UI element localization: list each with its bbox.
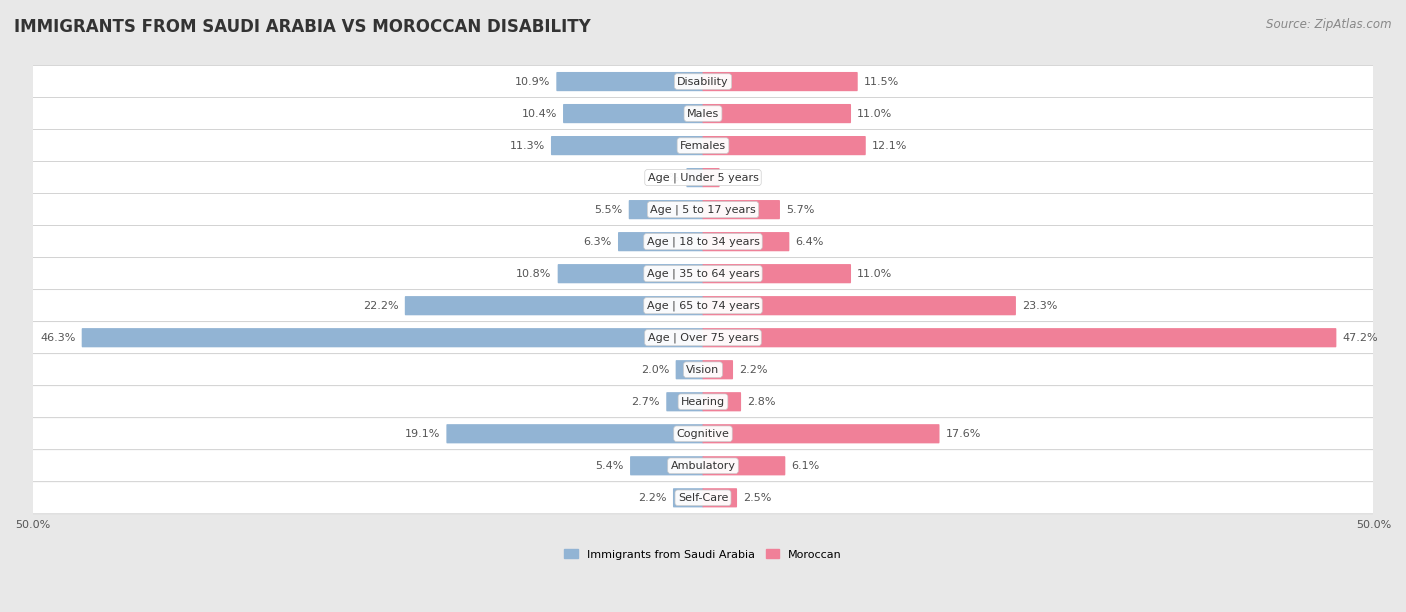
FancyBboxPatch shape xyxy=(703,264,851,283)
Text: 19.1%: 19.1% xyxy=(405,429,440,439)
Text: 23.3%: 23.3% xyxy=(1022,300,1057,311)
Text: Ambulatory: Ambulatory xyxy=(671,461,735,471)
FancyBboxPatch shape xyxy=(703,328,1336,348)
Text: Females: Females xyxy=(681,141,725,151)
FancyBboxPatch shape xyxy=(558,264,703,283)
Text: 6.4%: 6.4% xyxy=(796,237,824,247)
FancyBboxPatch shape xyxy=(676,360,703,379)
FancyBboxPatch shape xyxy=(703,360,733,379)
FancyBboxPatch shape xyxy=(551,136,703,155)
FancyBboxPatch shape xyxy=(32,322,1374,354)
FancyBboxPatch shape xyxy=(32,130,1374,162)
FancyBboxPatch shape xyxy=(405,296,703,315)
Text: IMMIGRANTS FROM SAUDI ARABIA VS MOROCCAN DISABILITY: IMMIGRANTS FROM SAUDI ARABIA VS MOROCCAN… xyxy=(14,18,591,36)
FancyBboxPatch shape xyxy=(703,424,939,443)
Text: 5.5%: 5.5% xyxy=(595,204,623,215)
FancyBboxPatch shape xyxy=(32,418,1374,450)
Text: 1.2%: 1.2% xyxy=(652,173,681,182)
Text: Source: ZipAtlas.com: Source: ZipAtlas.com xyxy=(1267,18,1392,31)
Text: Self-Care: Self-Care xyxy=(678,493,728,503)
FancyBboxPatch shape xyxy=(703,104,851,123)
Text: Disability: Disability xyxy=(678,76,728,86)
Text: 17.6%: 17.6% xyxy=(946,429,981,439)
FancyBboxPatch shape xyxy=(32,97,1374,130)
FancyBboxPatch shape xyxy=(703,136,866,155)
FancyBboxPatch shape xyxy=(619,232,703,252)
Text: 1.2%: 1.2% xyxy=(725,173,754,182)
FancyBboxPatch shape xyxy=(703,232,789,252)
FancyBboxPatch shape xyxy=(32,289,1374,322)
Text: 47.2%: 47.2% xyxy=(1343,333,1378,343)
FancyBboxPatch shape xyxy=(703,296,1017,315)
Text: 22.2%: 22.2% xyxy=(363,300,399,311)
Text: 2.0%: 2.0% xyxy=(641,365,669,375)
Text: Age | 5 to 17 years: Age | 5 to 17 years xyxy=(650,204,756,215)
Text: 11.3%: 11.3% xyxy=(509,141,544,151)
FancyBboxPatch shape xyxy=(703,392,741,411)
FancyBboxPatch shape xyxy=(703,72,858,91)
Text: 10.9%: 10.9% xyxy=(515,76,550,86)
Legend: Immigrants from Saudi Arabia, Moroccan: Immigrants from Saudi Arabia, Moroccan xyxy=(560,545,846,564)
FancyBboxPatch shape xyxy=(32,65,1374,97)
FancyBboxPatch shape xyxy=(630,456,703,476)
Text: 46.3%: 46.3% xyxy=(41,333,76,343)
FancyBboxPatch shape xyxy=(557,72,703,91)
Text: 12.1%: 12.1% xyxy=(872,141,907,151)
FancyBboxPatch shape xyxy=(673,488,703,507)
FancyBboxPatch shape xyxy=(703,488,737,507)
Text: Hearing: Hearing xyxy=(681,397,725,407)
Text: 5.4%: 5.4% xyxy=(596,461,624,471)
FancyBboxPatch shape xyxy=(32,386,1374,418)
FancyBboxPatch shape xyxy=(32,193,1374,226)
FancyBboxPatch shape xyxy=(686,168,703,187)
FancyBboxPatch shape xyxy=(703,168,720,187)
Text: Age | 18 to 34 years: Age | 18 to 34 years xyxy=(647,236,759,247)
Text: Age | 35 to 64 years: Age | 35 to 64 years xyxy=(647,269,759,279)
FancyBboxPatch shape xyxy=(703,200,780,219)
Text: Cognitive: Cognitive xyxy=(676,429,730,439)
FancyBboxPatch shape xyxy=(703,456,786,476)
Text: Males: Males xyxy=(688,108,718,119)
Text: 2.5%: 2.5% xyxy=(744,493,772,503)
Text: 2.7%: 2.7% xyxy=(631,397,659,407)
FancyBboxPatch shape xyxy=(628,200,703,219)
FancyBboxPatch shape xyxy=(32,450,1374,482)
Text: 11.0%: 11.0% xyxy=(858,108,893,119)
FancyBboxPatch shape xyxy=(32,226,1374,258)
Text: 2.8%: 2.8% xyxy=(747,397,776,407)
Text: Age | 65 to 74 years: Age | 65 to 74 years xyxy=(647,300,759,311)
FancyBboxPatch shape xyxy=(32,258,1374,289)
FancyBboxPatch shape xyxy=(562,104,703,123)
Text: 6.1%: 6.1% xyxy=(792,461,820,471)
Text: Vision: Vision xyxy=(686,365,720,375)
FancyBboxPatch shape xyxy=(32,354,1374,386)
FancyBboxPatch shape xyxy=(32,482,1374,514)
Text: Age | Under 5 years: Age | Under 5 years xyxy=(648,173,758,183)
Text: 2.2%: 2.2% xyxy=(740,365,768,375)
FancyBboxPatch shape xyxy=(446,424,703,443)
Text: 11.5%: 11.5% xyxy=(863,76,900,86)
Text: 5.7%: 5.7% xyxy=(786,204,814,215)
FancyBboxPatch shape xyxy=(82,328,703,348)
Text: 10.4%: 10.4% xyxy=(522,108,557,119)
Text: Age | Over 75 years: Age | Over 75 years xyxy=(648,332,758,343)
FancyBboxPatch shape xyxy=(32,162,1374,193)
Text: 11.0%: 11.0% xyxy=(858,269,893,278)
Text: 2.2%: 2.2% xyxy=(638,493,666,503)
Text: 6.3%: 6.3% xyxy=(583,237,612,247)
Text: 10.8%: 10.8% xyxy=(516,269,551,278)
FancyBboxPatch shape xyxy=(666,392,703,411)
